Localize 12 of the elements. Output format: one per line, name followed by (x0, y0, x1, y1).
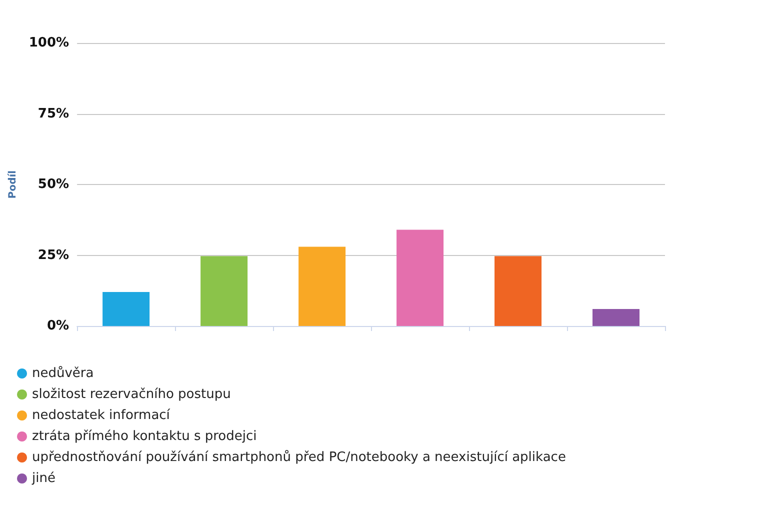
y-tick-label: 100% (28, 36, 70, 50)
y-axis-title: Podíl (8, 170, 18, 199)
y-tick-label: 75% (38, 106, 70, 122)
y-tick-label: 25% (38, 248, 70, 263)
y-tick-label: 50% (38, 177, 70, 192)
legend-label: ztráta přímého kontaktu s prodejci (32, 429, 257, 444)
y-tick-label: 0% (46, 318, 70, 334)
legend-label: nedůvěra (32, 365, 94, 381)
legend-label: upřednostňování používání smartphonů před PC/notebooky a neexistující aplikace (32, 449, 566, 465)
legend-label: složitost rezervačního postupu (32, 387, 231, 402)
legend-label: jiné (31, 471, 56, 486)
legend-label: nedostatek informací (32, 408, 170, 423)
